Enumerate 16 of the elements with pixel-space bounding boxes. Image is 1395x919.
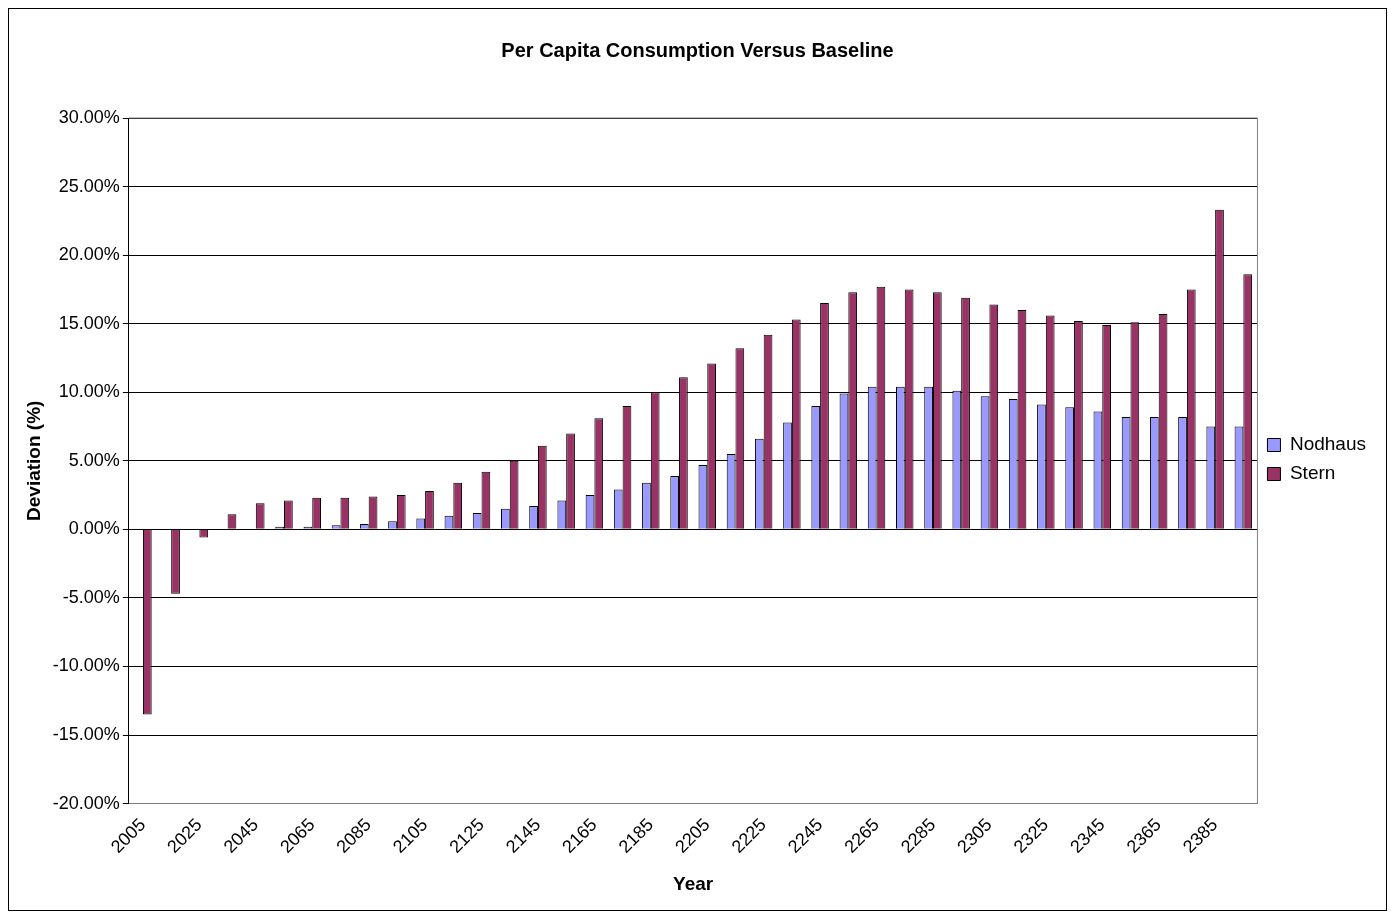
y-tick-label: -15.00% bbox=[52, 724, 120, 745]
y-tick-label: 15.00% bbox=[58, 312, 120, 333]
y-tick-label: 20.00% bbox=[58, 244, 120, 265]
y-tick-label: 25.00% bbox=[58, 175, 120, 196]
legend-label: Stern bbox=[1289, 462, 1336, 484]
legend-label: Nodhaus bbox=[1289, 433, 1367, 455]
y-tick-label: 0.00% bbox=[68, 518, 120, 539]
y-tick-label: -5.00% bbox=[62, 586, 120, 607]
y-tick-label: 30.00% bbox=[58, 106, 120, 127]
y-tick-label: 5.00% bbox=[68, 449, 120, 470]
y-tick-label: 10.00% bbox=[58, 381, 120, 402]
y-axis-title: Deviation (%) bbox=[22, 400, 44, 521]
y-tick-label: -10.00% bbox=[52, 655, 120, 676]
y-tick-label: -20.00% bbox=[52, 792, 120, 813]
chart-title: Per Capita Consumption Versus Baseline bbox=[501, 38, 894, 61]
x-axis-title: Year bbox=[673, 872, 714, 894]
